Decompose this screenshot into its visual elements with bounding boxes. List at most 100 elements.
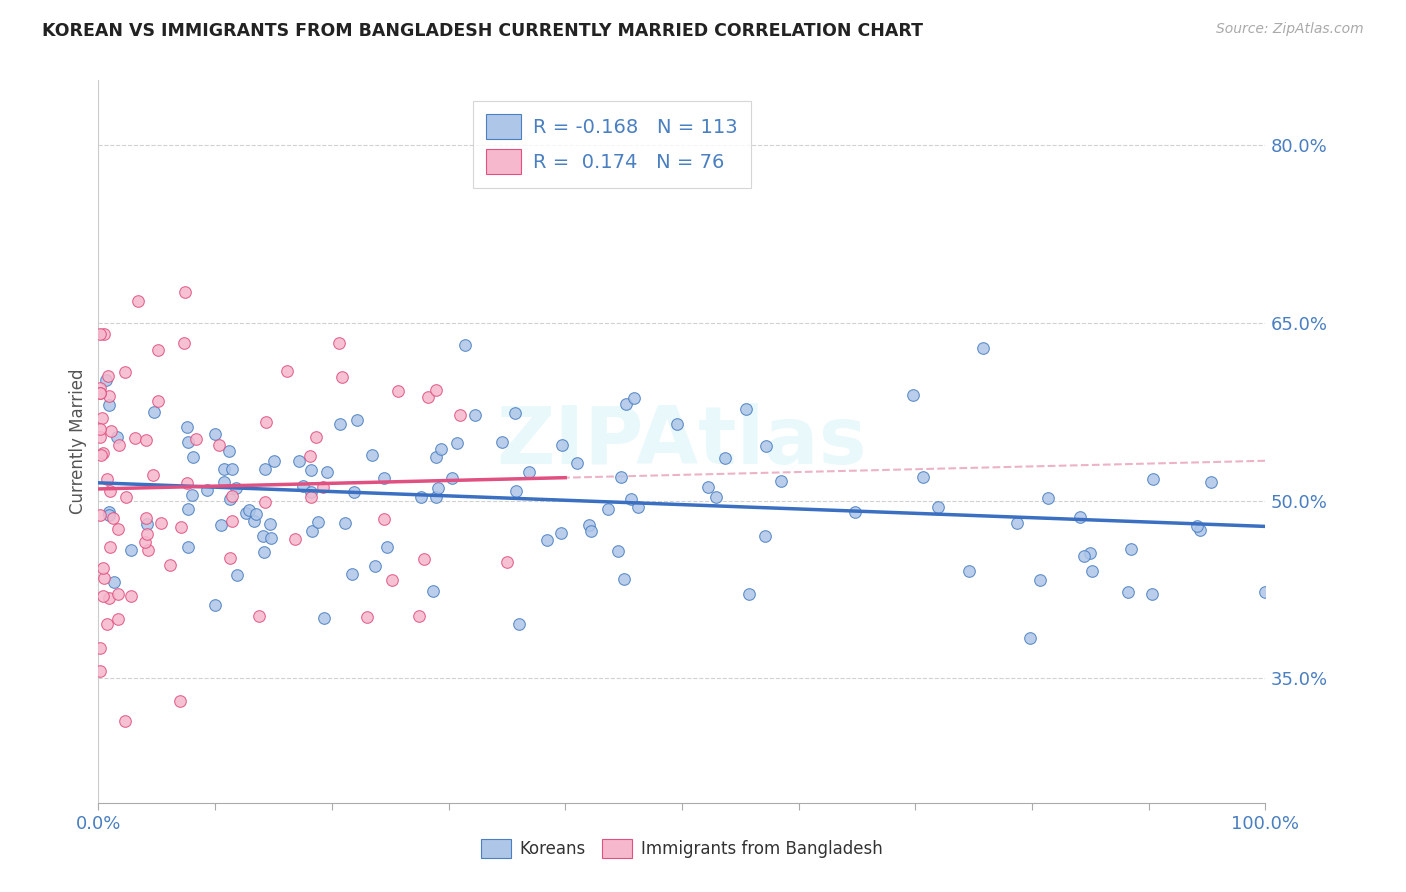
Point — [957, 564, 980, 578]
Point — [96, 617, 118, 632]
Point — [429, 442, 451, 456]
Point — [208, 438, 231, 452]
Point — [226, 568, 249, 582]
Point — [214, 475, 236, 489]
Point — [714, 450, 737, 465]
Point — [114, 365, 136, 379]
Point — [464, 409, 486, 423]
Point — [96, 472, 118, 486]
Point — [491, 434, 513, 449]
Text: Source: ZipAtlas.com: Source: ZipAtlas.com — [1216, 22, 1364, 37]
Point — [243, 514, 266, 528]
Point — [204, 598, 226, 612]
Point — [89, 386, 111, 401]
Point — [495, 555, 517, 569]
Point — [284, 532, 307, 546]
Point — [120, 543, 142, 558]
Point — [305, 430, 328, 444]
Point — [380, 573, 402, 587]
Point — [770, 474, 793, 488]
Point — [536, 533, 558, 547]
Point — [177, 435, 200, 450]
Point — [221, 462, 243, 476]
Point — [666, 417, 689, 431]
Point — [177, 502, 200, 516]
Point — [307, 515, 329, 529]
Point — [416, 390, 439, 404]
Point — [409, 490, 432, 504]
Point — [1187, 519, 1209, 533]
Point — [454, 338, 477, 352]
Point — [221, 514, 243, 528]
Point — [89, 422, 111, 436]
Point — [107, 586, 129, 600]
Point — [136, 527, 159, 541]
Point — [135, 433, 157, 447]
Point — [91, 561, 114, 575]
Point — [754, 529, 776, 543]
Point — [195, 483, 218, 497]
Point — [1069, 510, 1091, 524]
Point — [299, 491, 322, 505]
Point — [174, 285, 197, 299]
Point — [551, 438, 574, 452]
Point — [299, 463, 322, 477]
Point — [927, 500, 949, 514]
Point — [1005, 516, 1028, 530]
Point — [356, 610, 378, 624]
Point — [107, 612, 129, 626]
Point — [901, 388, 924, 402]
Point — [1189, 523, 1212, 537]
Point — [505, 484, 527, 499]
Point — [426, 481, 449, 495]
Point — [97, 389, 120, 403]
Text: ZIPAtlas: ZIPAtlas — [496, 402, 868, 481]
Point — [121, 589, 143, 603]
Point — [93, 572, 115, 586]
Point — [312, 480, 335, 494]
Point — [259, 517, 281, 532]
Point — [259, 532, 281, 546]
Point — [755, 439, 778, 453]
Point — [235, 506, 257, 520]
Point — [107, 522, 129, 536]
Point — [89, 641, 111, 656]
Point — [1080, 565, 1102, 579]
Point — [425, 383, 447, 397]
Point — [254, 415, 277, 429]
Point — [607, 544, 630, 558]
Point — [89, 327, 111, 342]
Point — [627, 500, 650, 514]
Point — [169, 694, 191, 708]
Point — [93, 326, 115, 341]
Point — [103, 574, 125, 589]
Point — [1078, 546, 1101, 560]
Point — [134, 534, 156, 549]
Point — [94, 373, 117, 387]
Point — [98, 505, 121, 519]
Point — [734, 401, 756, 416]
Point — [315, 465, 337, 479]
Point — [254, 462, 277, 476]
Point — [620, 491, 643, 506]
Point — [508, 617, 530, 632]
Point — [89, 508, 111, 523]
Point — [312, 611, 335, 625]
Point — [972, 341, 994, 355]
Point — [159, 558, 181, 573]
Point — [412, 551, 434, 566]
Point — [425, 450, 447, 464]
Point — [89, 430, 111, 444]
Point — [186, 432, 208, 446]
Point — [440, 471, 463, 485]
Point — [301, 524, 323, 539]
Point — [254, 495, 277, 509]
Point — [449, 408, 471, 422]
Point — [91, 589, 114, 603]
Point — [613, 572, 636, 586]
Point — [173, 336, 195, 351]
Point — [912, 470, 935, 484]
Point — [377, 540, 399, 554]
Point — [609, 469, 631, 483]
Legend: Koreans, Immigrants from Bangladesh: Koreans, Immigrants from Bangladesh — [472, 830, 891, 867]
